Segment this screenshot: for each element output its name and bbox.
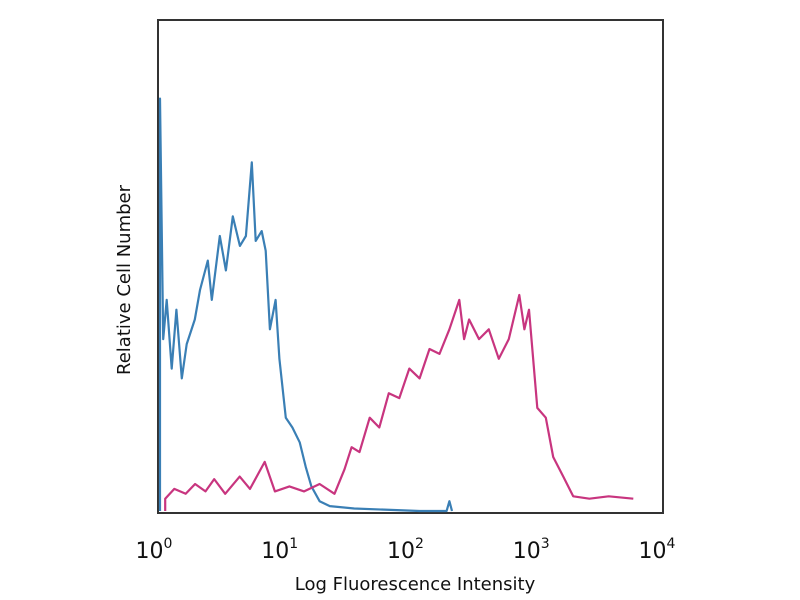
- plot-frame: [157, 19, 664, 514]
- x-tick-label: 101: [261, 536, 298, 564]
- x-tick-label: 100: [136, 536, 173, 564]
- y-axis-label: Relative Cell Number: [114, 184, 135, 375]
- histogram-series-blue: [158, 97, 454, 513]
- x-tick-label: 103: [513, 536, 550, 564]
- x-tick-label: 102: [387, 536, 424, 564]
- histogram-series-magenta: [164, 293, 634, 511]
- x-tick-label: 104: [639, 536, 676, 564]
- x-axis-label: Log Fluorescence Intensity: [295, 574, 536, 595]
